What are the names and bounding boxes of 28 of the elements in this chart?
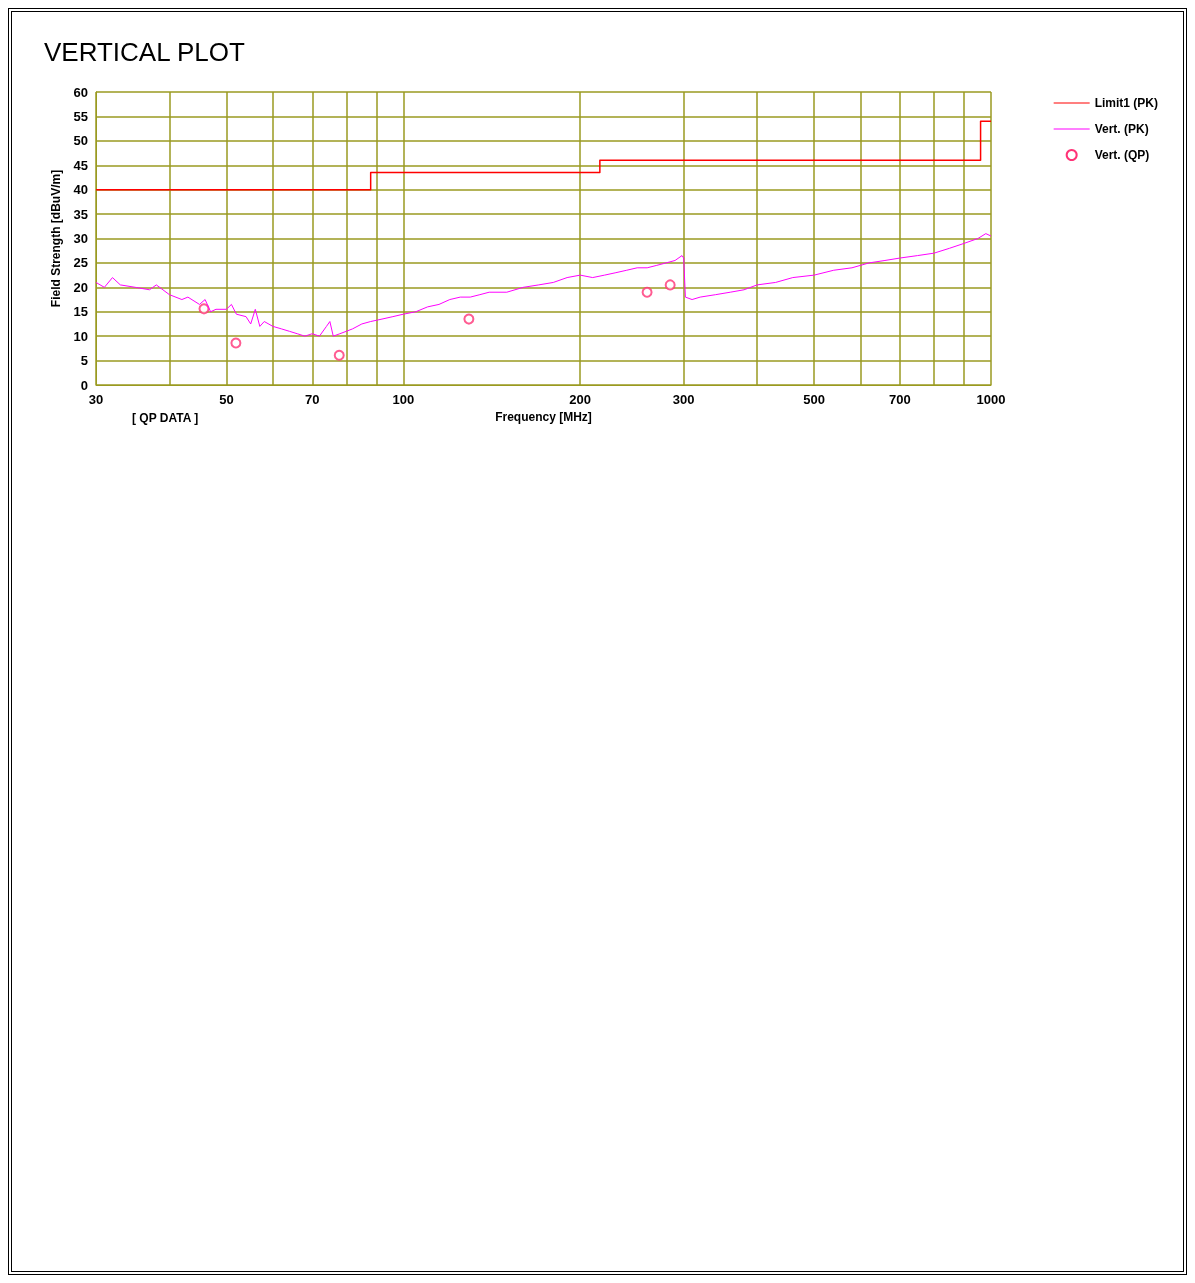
chart-title: VERTICAL PLOT (44, 37, 245, 67)
legend-label: Vert. (QP) (1094, 148, 1150, 162)
text: [ QP DATA ] (132, 411, 199, 425)
x-axis-title: Frequency [MHz] (495, 410, 592, 424)
x-tick-label: 300 (672, 392, 695, 407)
y-tick-label: 5 (80, 353, 88, 369)
y-tick-label: 35 (73, 206, 88, 222)
x-tick-label: 700 (889, 392, 911, 407)
x-tick-label: 70 (305, 392, 320, 407)
y-tick-label: 45 (73, 157, 88, 173)
x-tick-label: 200 (569, 392, 592, 407)
legend-label: Limit1 (PK) (1094, 96, 1159, 110)
x-tick-label: 500 (803, 392, 825, 407)
y-tick-label: 15 (73, 304, 88, 320)
x-tick-label: 100 (392, 392, 415, 407)
y-tick-label: 25 (73, 255, 88, 271)
y-tick-label: 50 (73, 133, 88, 149)
y-tick-label: 0 (80, 377, 88, 393)
x-tick-label: 50 (219, 392, 234, 407)
y-tick-label: 10 (73, 328, 88, 344)
y-tick-label: 55 (73, 108, 88, 124)
y-tick-label: 40 (73, 182, 88, 198)
y-tick-label: 60 (73, 84, 88, 100)
x-tick-label: 1000 (976, 392, 1006, 407)
y-tick-label: 30 (73, 231, 88, 246)
legend-label: Vert. (PK) (1094, 122, 1149, 136)
y-tick-label: 20 (73, 279, 88, 295)
y-axis-title: Field Strength [dBuV/m] (49, 169, 63, 308)
